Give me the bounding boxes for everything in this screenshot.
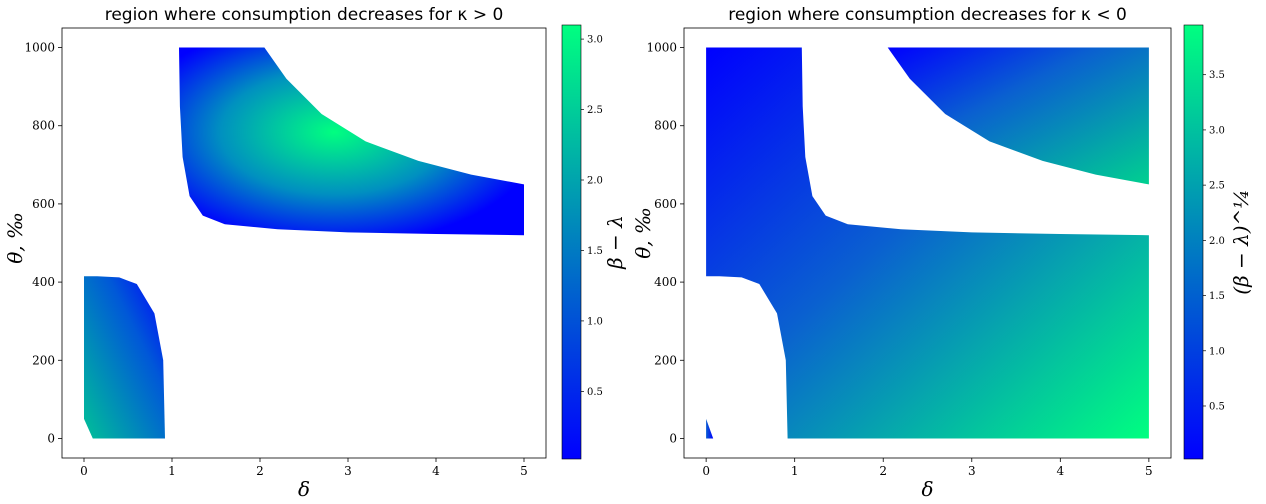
colorbar-tick-label: 1.0 — [587, 316, 603, 327]
y-tick-label: 400 — [654, 275, 677, 289]
y-axis-label: θ, ‰ — [3, 212, 27, 264]
colorbar-tick-label: 0.5 — [1209, 401, 1225, 412]
y-tick-label: 0 — [47, 431, 55, 445]
x-tick-label: 1 — [168, 464, 176, 478]
x-axis-label: δ — [921, 477, 933, 500]
colorbar-label: β − λ — [603, 215, 627, 270]
region-upper-right-region — [887, 47, 1149, 185]
y-tick-label: 600 — [32, 197, 55, 211]
x-tick-label: 5 — [1145, 464, 1153, 478]
colorbar-tick-label: 1.5 — [1209, 291, 1225, 302]
x-tick-label: 1 — [791, 464, 799, 478]
region-upper-band — [179, 47, 524, 236]
region-lower-left-region — [84, 276, 165, 439]
axes-frame — [61, 27, 547, 459]
chart-title: region where consumption decreases for κ… — [105, 5, 504, 25]
colorbar-tick-label: 3.5 — [1209, 70, 1225, 81]
x-axis-label: δ — [298, 477, 310, 500]
colorbar-tick-label: 2.0 — [587, 176, 603, 187]
colorbar-label: (β − λ)^¼ — [1229, 189, 1253, 294]
colorbar-tick-label: 2.0 — [1209, 236, 1225, 247]
region-small-triangle — [706, 418, 714, 439]
x-tick-label: 5 — [520, 464, 528, 478]
y-tick-label: 1000 — [646, 41, 677, 55]
y-tick-label: 400 — [32, 275, 55, 289]
x-tick-label: 4 — [432, 464, 440, 478]
y-tick-label: 200 — [654, 353, 677, 367]
colorbar-tick-label: 2.5 — [1209, 181, 1225, 192]
x-tick-label: 3 — [968, 464, 976, 478]
region-main-region — [706, 47, 1149, 439]
colorbar-tick-label: 1.0 — [1209, 346, 1225, 357]
colorbar-tick-label: 1.5 — [587, 246, 603, 257]
y-axis-label: θ, ‰ — [631, 207, 655, 259]
colorbar-tick-label: 3.0 — [1209, 125, 1225, 136]
y-tick-label: 0 — [669, 431, 677, 445]
y-tick-label: 600 — [654, 197, 677, 211]
colorbar — [1183, 24, 1204, 460]
colorbar-tick-label: 3.0 — [587, 35, 603, 46]
y-tick-label: 800 — [654, 119, 677, 133]
x-tick-label: 3 — [344, 464, 352, 478]
y-tick-label: 1000 — [24, 41, 55, 55]
x-tick-label: 4 — [1056, 464, 1064, 478]
y-tick-label: 800 — [32, 119, 55, 133]
x-tick-label: 0 — [702, 464, 710, 478]
x-tick-label: 2 — [879, 464, 887, 478]
right-panel: 0 1 2 3 4 5 0 200 400 600 800 1000 region where cons… — [631, 5, 1253, 501]
y-tick-label: 200 — [32, 353, 55, 367]
axes-frame — [683, 27, 1172, 459]
colorbar-tick-label: 2.5 — [587, 105, 603, 116]
x-tick-label: 0 — [80, 464, 88, 478]
x-tick-label: 2 — [256, 464, 264, 478]
colorbar-tick-label: 0.5 — [587, 387, 603, 398]
left-panel: 0 1 2 3 4 5 0 200 400 600 800 1000 region where cons… — [3, 5, 627, 501]
colorbar — [561, 24, 582, 460]
chart-title: region where consumption decreases for κ… — [728, 5, 1127, 25]
